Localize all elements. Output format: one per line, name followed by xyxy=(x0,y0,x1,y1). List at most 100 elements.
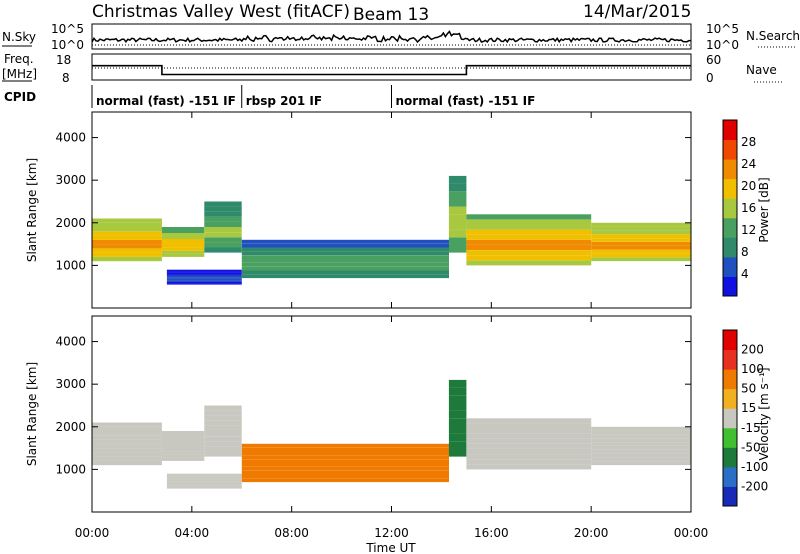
velocity-cell xyxy=(466,464,592,470)
power-cell xyxy=(204,216,242,222)
colorbar-swatch xyxy=(723,217,737,238)
velocity-cell xyxy=(161,454,205,458)
velocity-cell xyxy=(161,448,205,452)
colorbar-swatch xyxy=(723,178,737,199)
nsearch-label: N.Search xyxy=(746,29,800,43)
power-cell xyxy=(166,280,242,282)
colorbar-tick-label: -200 xyxy=(741,479,768,493)
velocity-echoes xyxy=(92,379,691,489)
colorbar-swatch xyxy=(723,330,737,351)
velocity-cell xyxy=(204,441,242,447)
x-tick-label: 12:00 xyxy=(374,526,409,540)
power-cell xyxy=(204,206,242,212)
velocity-cell xyxy=(166,485,242,488)
power-cell xyxy=(466,239,592,245)
colorbar-swatch xyxy=(723,349,737,370)
power-cell xyxy=(591,253,691,258)
power-cell xyxy=(241,266,449,271)
power-cell xyxy=(466,214,592,220)
velocity-cell xyxy=(466,418,592,424)
colorbar-swatch xyxy=(723,427,737,448)
power-cell xyxy=(161,244,205,248)
power-colorbar: 4 8 12 16 20 24 28 xyxy=(722,119,756,297)
power-cell xyxy=(241,270,449,275)
beam-title: Beam 13 xyxy=(353,5,429,25)
power-cell xyxy=(92,222,162,228)
colorbar-swatch xyxy=(723,388,737,409)
power-cell xyxy=(166,269,242,272)
power-cell xyxy=(466,244,592,250)
power-cell xyxy=(166,278,242,281)
velocity-cell xyxy=(204,420,242,426)
velocity-cell xyxy=(448,448,467,457)
colorbar-swatch xyxy=(723,256,737,277)
x-tick-label: 04:00 xyxy=(175,526,210,540)
power-cell xyxy=(92,248,162,253)
power-cell xyxy=(448,191,467,199)
velocity-cell xyxy=(92,426,162,432)
y-tick-label: 3000 xyxy=(55,173,86,187)
power-cell xyxy=(466,234,592,240)
velocity-cell xyxy=(92,439,162,444)
power-cell xyxy=(161,236,205,239)
velocity-cell xyxy=(92,422,162,427)
velocity-cell xyxy=(448,387,467,396)
power-cell xyxy=(241,243,449,248)
cpid-segment-label: normal (fast) -151 IF xyxy=(396,94,536,108)
station-title: Christmas Valley West (fitACF) xyxy=(92,2,350,22)
cpid-segment-label: rbsp 201 IF xyxy=(246,94,322,108)
velocity-cell xyxy=(166,473,242,476)
power-panel: 1000 2000 3000 4000 Slant Range [km] xyxy=(25,111,692,309)
power-cell xyxy=(166,271,242,273)
cpid-label: CPID xyxy=(4,90,36,104)
power-cell xyxy=(591,230,691,235)
power-cell xyxy=(161,227,205,230)
power-cell xyxy=(591,242,691,246)
velocity-cell xyxy=(161,431,205,434)
velocity-cell xyxy=(166,479,242,482)
power-cell xyxy=(241,274,449,279)
velocity-cell xyxy=(161,443,205,446)
power-echoes xyxy=(92,175,691,285)
velocity-cell xyxy=(241,463,449,467)
colorbar-swatch xyxy=(723,466,737,487)
colorbar-tick-label: -50 xyxy=(741,440,761,454)
x-tick-label: 00:00 xyxy=(674,526,709,540)
power-cell xyxy=(161,233,205,236)
velocity-cell xyxy=(241,451,449,456)
power-y-axis: 1000 2000 3000 4000 xyxy=(55,131,691,272)
velocity-cell xyxy=(204,451,242,457)
velocity-cell xyxy=(166,478,242,480)
power-cell xyxy=(241,262,449,267)
velocity-cell xyxy=(204,415,242,421)
velocity-cell xyxy=(166,481,242,483)
power-cell xyxy=(92,235,162,240)
velocity-cell xyxy=(591,426,691,431)
y-tick-label: 2000 xyxy=(55,216,86,230)
power-cell xyxy=(241,259,449,263)
power-cell xyxy=(448,198,467,207)
velocity-cell xyxy=(591,434,691,439)
colorbar-tick-label: 50 xyxy=(741,382,756,396)
velocity-cell xyxy=(166,484,242,486)
power-cell xyxy=(204,242,242,248)
power-cell xyxy=(161,253,205,257)
colorbar-tick-label: 24 xyxy=(741,157,756,171)
velocity-cell xyxy=(448,441,467,449)
colorbar-tick-label: 28 xyxy=(741,135,756,149)
colorbar-swatch xyxy=(723,159,737,180)
velocity-cell xyxy=(241,443,449,448)
power-cell xyxy=(166,275,242,278)
power-cell xyxy=(241,239,449,244)
x-tick-label: 20:00 xyxy=(574,526,609,540)
colorbar-swatch xyxy=(723,408,737,429)
colorbar-swatch xyxy=(723,120,737,141)
power-cell xyxy=(591,245,691,250)
power-cell xyxy=(166,274,242,276)
velocity-cell xyxy=(161,434,205,437)
power-cell xyxy=(448,221,467,230)
power-cell xyxy=(204,247,242,253)
velocity-cell xyxy=(591,457,691,462)
velocity-colorbar-label: Velocity [m s⁻¹] xyxy=(757,367,771,460)
velocity-cell xyxy=(241,455,449,460)
